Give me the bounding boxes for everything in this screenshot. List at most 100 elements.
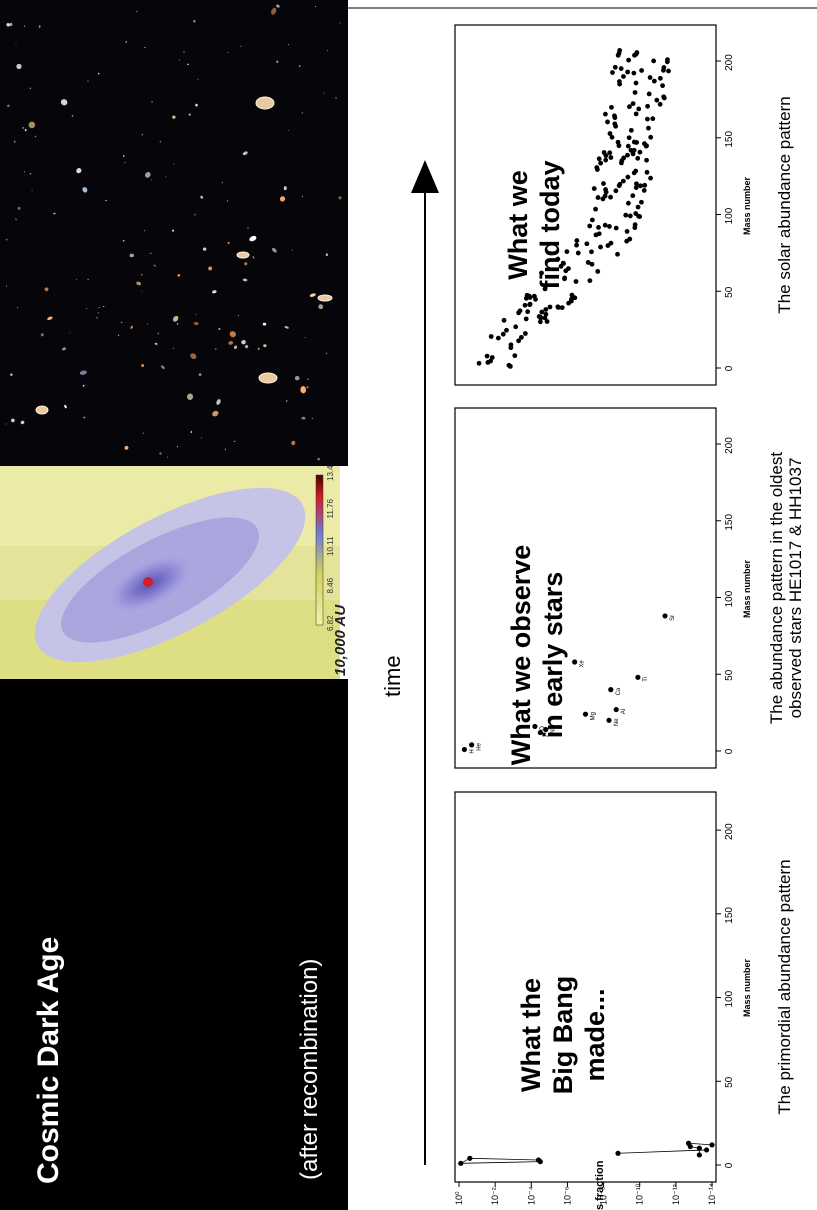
data-point [527,295,533,300]
data-point [696,1145,702,1151]
galaxy [309,293,316,297]
data-point [573,279,579,284]
data-point [513,324,519,330]
data-point [657,75,663,81]
x-tick-label: 50 [724,1076,735,1088]
galaxy [16,63,22,70]
galaxy [151,101,153,103]
x-axis-label: Mass number [742,176,752,235]
data-point [606,717,612,723]
galaxy [165,176,167,178]
data-point [633,111,639,117]
galaxy [136,281,142,286]
data-point [500,331,506,337]
galaxy [285,400,288,403]
y-tick-label: 10⁻¹⁴ [707,1183,717,1205]
data-point [485,360,491,365]
galaxy [195,103,198,107]
data-point [467,1155,473,1161]
galaxy [98,306,100,309]
abundance-chart-1: 0 50 100 150 200 Mass number What the Big Bang m… [454,791,794,1183]
data-point [628,127,634,133]
galaxy [123,155,125,157]
y-tick-label: 10⁻⁸ [599,1186,609,1205]
x-axis-label: Mass number [742,559,752,618]
galaxy [258,372,278,384]
galaxy [15,42,17,44]
galaxy [242,151,248,156]
data-point [607,150,613,156]
x-tick-label: 0 [724,748,735,754]
data-point [615,139,621,145]
galaxy [301,416,306,420]
data-point [631,147,637,153]
galaxy [279,196,286,202]
data-point [593,232,599,238]
data-point [516,338,522,344]
series-line [688,1142,713,1146]
point-label: H [469,749,475,753]
galaxy [218,328,221,330]
data-point [504,327,509,333]
data-point [605,243,611,249]
galaxy [85,308,88,310]
data-point [651,58,657,64]
data-point [575,250,581,256]
data-point [630,193,636,199]
simulation-panel: 6.82 8.46 10.11 11.76 13.41 10,000 AU [0,460,349,679]
data-point [625,200,631,206]
galaxy [287,43,289,46]
data-point [617,181,623,187]
galaxy [154,342,158,345]
data-point [543,311,549,317]
galaxy [7,104,10,108]
galaxy [317,294,333,302]
data-point [538,315,544,321]
galaxy [105,199,107,202]
galaxy [144,230,145,232]
galaxy [122,239,125,242]
dark-age-subtitle: (after recombination) [296,959,323,1180]
galaxy [314,6,317,8]
galaxy [276,4,280,8]
data-point [512,353,518,359]
top-row: Cosmic Dark Age (after recombination) 6.… [0,0,349,1210]
galaxy [294,375,300,381]
galaxy [136,10,138,13]
x-tick-label: 150 [724,131,735,148]
galaxy [186,393,194,400]
scale-label: 10,000 AU [332,604,349,676]
data-point [593,206,598,212]
galaxy [255,96,275,110]
x-tick-label: 0 [724,1162,735,1168]
time-arrow-head [411,160,439,193]
data-point [636,106,642,112]
galaxy [117,334,120,336]
data-point [609,104,614,110]
galaxy [15,218,17,221]
galaxy [183,51,185,53]
data-point [566,266,571,272]
data-point [625,174,631,180]
galaxy [146,323,149,325]
galaxy [317,457,320,461]
data-point [476,360,482,366]
galaxy [190,353,197,360]
galaxy [177,274,181,277]
galaxy [221,182,224,184]
data-point [625,152,630,158]
galaxy [335,97,337,99]
point-label: Ne [614,718,620,726]
galaxy [87,278,89,280]
data-point [633,80,639,86]
data-point [591,186,597,191]
galaxy [13,140,16,143]
data-point [696,1152,702,1158]
data-point [605,119,610,125]
galaxy [160,365,165,370]
y-axis: 10⁰ 10⁻² 10⁻⁴ 10⁻⁶ 10⁻⁸ 10⁻¹⁰ 10⁻¹² 10⁻¹⁴ Mass f… [454,1160,717,1210]
data-point [637,214,643,219]
point-label: Al [621,709,627,714]
galaxy [157,332,159,335]
galaxy [172,115,176,119]
